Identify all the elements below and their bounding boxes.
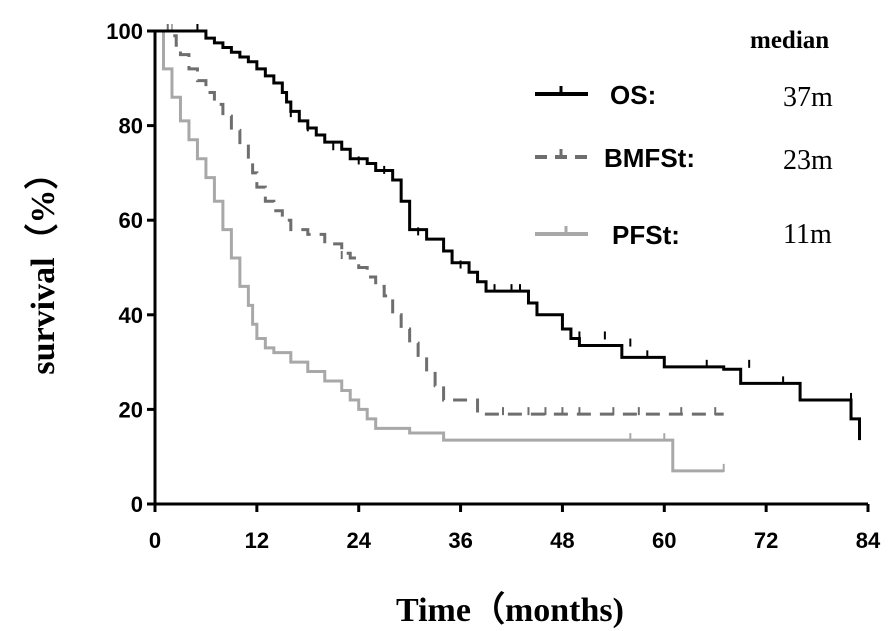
legend-entry-os: OS: 37m xyxy=(535,80,833,113)
legend-title: median xyxy=(750,27,829,54)
x-axis-title: Time（months) xyxy=(396,590,624,629)
x-tick-label: 36 xyxy=(448,528,472,553)
series-line-os xyxy=(155,29,862,441)
series-line-pfst xyxy=(155,29,724,473)
x-tick-label: 60 xyxy=(652,528,676,553)
y-tick-label: 100 xyxy=(106,19,143,44)
y-tick-label: 0 xyxy=(131,492,143,517)
y-tick-label: 60 xyxy=(119,208,143,233)
series-line-bmfst xyxy=(155,29,724,416)
legend-label-bmfst: BMFSt: xyxy=(604,143,695,173)
legend-label-pfst: PFSt: xyxy=(612,220,680,250)
y-tick-label: 40 xyxy=(119,303,143,328)
y-axis-title: survival（%） xyxy=(23,155,62,374)
x-tick-label: 72 xyxy=(754,528,778,553)
x-tick-label: 48 xyxy=(550,528,574,553)
legend-entry-pfst: PFSt: 11m xyxy=(535,219,832,250)
x-tick-label: 84 xyxy=(856,528,881,553)
ticks: 0 20 40 60 80 100 0 12 24 36 48 60 72 84 xyxy=(106,19,881,553)
x-tick-label: 24 xyxy=(346,528,371,553)
x-tick-label: 0 xyxy=(149,528,161,553)
y-tick-label: 20 xyxy=(119,397,143,422)
legend-median-pfst: 11m xyxy=(783,219,832,250)
legend-label-os: OS: xyxy=(610,80,656,110)
axes xyxy=(153,31,868,506)
plot-lines xyxy=(155,24,862,473)
x-tick-label: 12 xyxy=(245,528,269,553)
y-tick-label: 80 xyxy=(119,114,143,139)
legend-median-bmfst: 23m xyxy=(783,145,833,176)
legend: median OS: 37m BMFSt: 23m PFSt: 11m xyxy=(535,27,833,250)
legend-entry-bmfst: BMFSt: 23m xyxy=(535,143,833,176)
legend-median-os: 37m xyxy=(783,82,833,113)
